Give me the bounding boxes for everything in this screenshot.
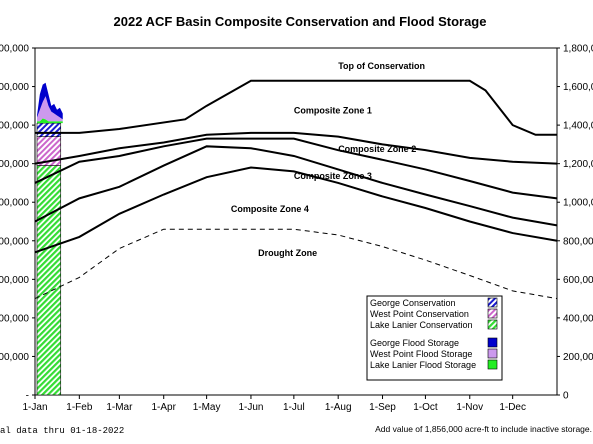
x-tick-label: 1-Aug [325, 402, 352, 413]
x-tick-label: 1-Oct [413, 402, 438, 413]
y-tick-label-left: - [26, 391, 29, 402]
legend-label: West Point Flood Storage [370, 349, 472, 359]
zone-label: Drought Zone [258, 248, 317, 258]
y-tick-label-left: 1,600,000 [0, 82, 29, 93]
data-date-note: al data thru 01-18-2022 [0, 426, 124, 436]
y-tick-label-right: 1,800,000 [563, 44, 593, 55]
y-tick-label-right: 1,000,000 [563, 198, 593, 209]
x-tick-label: 1-Sep [369, 402, 396, 413]
y-tick-label-right: 0 [563, 391, 569, 402]
zone-label: Top of Conservation [338, 61, 425, 71]
y-tick-label-right: 400,000 [563, 313, 593, 324]
conservation-bar-segment [36, 122, 62, 137]
y-tick-label-right: 200,000 [563, 352, 593, 363]
x-tick-label: 1-Apr [151, 402, 176, 413]
legend-box [366, 295, 503, 381]
plot-area: - 0 200,000 200,000 400,000 400,000 600,000 600… [0, 44, 593, 414]
y-tick-label-right: 800,000 [563, 236, 593, 247]
y-tick-label-left: 400,000 [0, 313, 29, 324]
y-tick-label-left: 1,400,000 [0, 121, 29, 132]
legend-swatch [487, 337, 498, 348]
x-tick-label: 1-Jun [238, 402, 263, 413]
legend-swatch [487, 308, 498, 319]
legend-swatch [487, 297, 498, 308]
line-top-of-conservation [35, 79, 557, 136]
x-tick-label: 1-Feb [66, 402, 93, 413]
y-tick-label-left: 1,800,000 [0, 44, 29, 55]
x-tick-label: 1-May [193, 402, 221, 413]
y-tick-label-left: 200,000 [0, 352, 29, 363]
x-tick-label: 1-Nov [456, 402, 483, 413]
x-tick-label: 1-Jan [22, 402, 47, 413]
lanier-flood-area [37, 118, 63, 124]
legend-label: George Flood Storage [370, 338, 459, 348]
line-composite-zone-1 [34, 131, 558, 165]
legend-swatch [487, 319, 498, 330]
y-tick-label-left: 1,200,000 [0, 159, 29, 170]
legend-label: Lake Lanier Flood Storage [370, 360, 476, 370]
legend-label: Lake Lanier Conservation [370, 320, 473, 330]
legend-label: West Point Conservation [370, 309, 469, 319]
zone-label: Composite Zone 1 [294, 106, 372, 116]
line-composite-zone-4 [34, 166, 558, 254]
inactive-storage-note: Add value of 1,856,000 acre-ft to includ… [375, 424, 592, 434]
y-tick-label-left: 1,000,000 [0, 198, 29, 209]
y-tick-label-right: 1,200,000 [563, 159, 593, 170]
legend-label: George Conservation [370, 298, 456, 308]
y-tick-label-left: 800,000 [0, 236, 29, 247]
line-composite-zone-3 [34, 145, 558, 227]
zone-label: Composite Zone 2 [338, 144, 416, 154]
x-tick-label: 1-Dec [499, 402, 526, 413]
line-composite-zone-2 [34, 137, 558, 200]
conservation-bar-segment [36, 165, 62, 396]
legend-swatch [487, 359, 498, 370]
chart-title: 2022 ACF Basin Composite Conservation an… [114, 14, 487, 29]
zone-label: Composite Zone 3 [294, 171, 372, 181]
y-tick-label-left: 600,000 [0, 275, 29, 286]
legend-swatch [487, 348, 498, 359]
x-tick-label: 1-Mar [106, 402, 133, 413]
y-tick-label-right: 1,400,000 [563, 121, 593, 132]
line-drought-zone [34, 228, 558, 300]
y-tick-label-right: 1,600,000 [563, 82, 593, 93]
x-tick-label: 1-Jul [283, 402, 305, 413]
george-flood-area [37, 82, 63, 120]
y-tick-label-right: 600,000 [563, 275, 593, 286]
zone-label: Composite Zone 4 [231, 204, 309, 214]
